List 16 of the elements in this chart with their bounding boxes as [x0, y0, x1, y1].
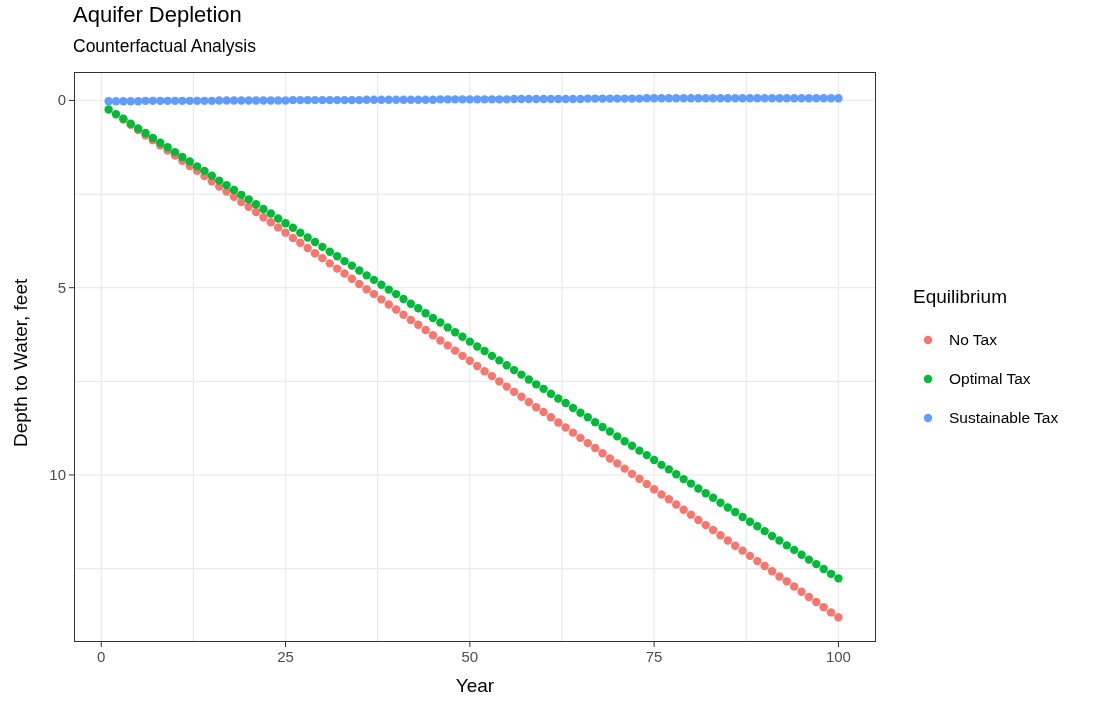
x-tick-label: 75 [645, 648, 663, 665]
y-tick-label: 0 [57, 91, 66, 109]
legend-label: No Tax [949, 330, 997, 349]
x-tick-label: 50 [461, 648, 479, 665]
legend-title: Equilibrium [913, 286, 1008, 308]
y-axis-title: Depth to Water, feet [9, 278, 31, 447]
legend-label: Optimal Tax [949, 369, 1031, 388]
chart-subtitle: Counterfactual Analysis [73, 36, 256, 57]
x-tick-label: 25 [277, 648, 294, 665]
y-tick-label: 5 [57, 278, 66, 296]
x-axis-title: Year [455, 675, 495, 696]
chart-title: Aquifer Depletion [73, 2, 242, 28]
x-tick-label: 0 [97, 648, 106, 665]
y-tick-label: 10 [49, 465, 66, 483]
x-tick-label: 100 [825, 648, 851, 665]
legend-label: Sustainable Tax [949, 408, 1059, 427]
